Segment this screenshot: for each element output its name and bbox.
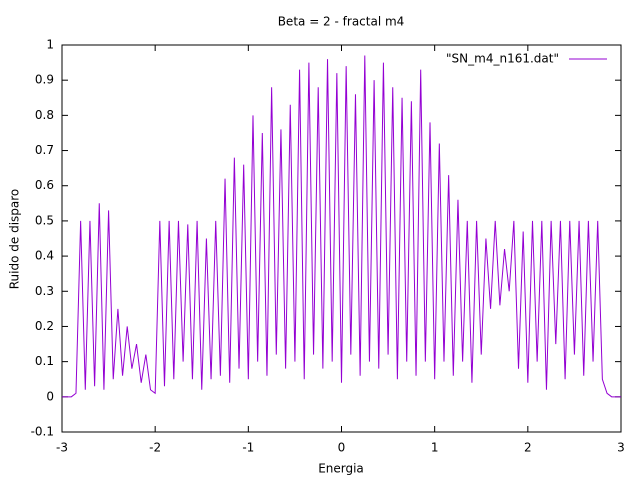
legend-label: "SN_m4_n161.dat" [446,52,559,66]
x-tick-label: -3 [56,441,68,455]
y-tick-label: 0.6 [35,178,54,192]
x-tick-label: 0 [338,441,346,455]
data-line [62,55,621,398]
y-tick-label: 0.4 [35,249,54,263]
x-tick-label: 3 [617,441,625,455]
y-tick-label: 0.1 [35,354,54,368]
y-tick-label: 0.7 [35,143,54,157]
x-tick-label: -1 [242,441,254,455]
x-tick-label: 2 [524,441,532,455]
y-tick-label: 0 [46,389,54,403]
y-axis-label: Ruido de disparo [8,189,22,290]
y-tick-label: 0.3 [35,284,54,298]
y-tick-label: -0.1 [31,425,54,439]
x-tick-label: 1 [431,441,439,455]
chart-title: Beta = 2 - fractal m4 [278,15,405,29]
x-axis-label: Energia [318,462,364,476]
y-tick-label: 0.8 [35,108,54,122]
y-tick-label: 0.2 [35,319,54,333]
x-tick-label: -2 [149,441,161,455]
y-tick-label: 1 [46,38,54,52]
y-tick-label: 0.9 [35,73,54,87]
y-tick-label: 0.5 [35,213,54,227]
